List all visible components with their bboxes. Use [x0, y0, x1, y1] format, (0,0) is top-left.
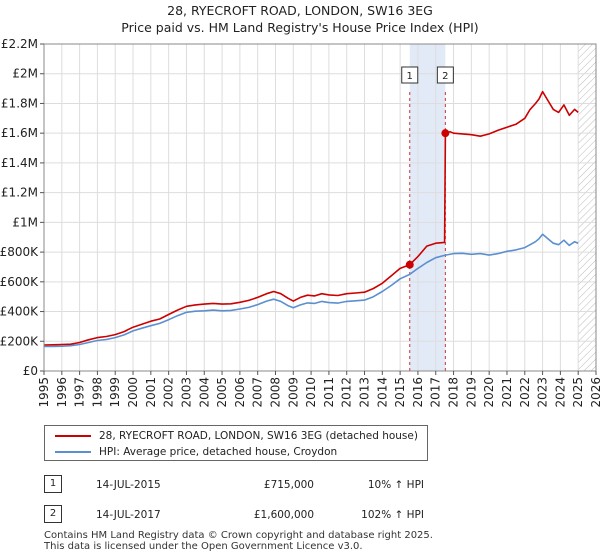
x-tick-label: 2020 — [482, 377, 496, 408]
transaction-marker: 2 — [44, 505, 62, 523]
legend-swatch-property — [55, 435, 91, 437]
y-tick-label: £1.6M — [1, 126, 38, 140]
x-tick-label: 2013 — [358, 377, 372, 408]
x-tick-label: 2008 — [268, 377, 282, 408]
transaction-marker-label: 2 — [442, 71, 448, 82]
plot-background — [44, 44, 596, 371]
x-tick-label: 1999 — [108, 377, 122, 408]
footer-licence: This data is licensed under the Open Gov… — [44, 541, 363, 552]
x-tick-label: 2002 — [162, 377, 176, 408]
transaction-marker: 1 — [44, 475, 62, 493]
y-tick-label: £1M — [12, 215, 38, 229]
x-tick-label: 2006 — [233, 377, 247, 408]
highlight-period — [409, 44, 446, 371]
footer: Contains HM Land Registry data © Crown c… — [44, 530, 433, 552]
x-tick-label: 2011 — [322, 377, 336, 408]
x-tick-label: 1996 — [55, 377, 69, 408]
x-tick-label: 2017 — [429, 377, 443, 408]
x-tick-label: 2026 — [589, 377, 600, 408]
footer-copyright: Contains HM Land Registry data © Crown c… — [44, 530, 433, 541]
y-tick-label: £2M — [12, 67, 38, 81]
x-tick-label: 2009 — [286, 377, 300, 408]
transaction-hpi: 102% ↑ HPI — [361, 509, 424, 521]
transaction-row: 1 14-JUL-2015 £715,000 10% ↑ HPI — [44, 475, 444, 495]
plot-frame — [43, 43, 597, 372]
x-tick-label: 2012 — [340, 377, 354, 408]
x-tick-label: 2025 — [571, 377, 585, 408]
title-text: 28, RYECROFT ROAD, LONDON, SW16 3EG — [167, 3, 433, 18]
x-tick-label: 2022 — [518, 377, 532, 408]
legend-item-hpi: HPI: Average price, detached house, Croy… — [55, 444, 337, 460]
legend-label-property: 28, RYECROFT ROAD, LONDON, SW16 3EG (det… — [99, 430, 418, 442]
legend: 28, RYECROFT ROAD, LONDON, SW16 3EG (det… — [44, 425, 428, 461]
x-tick-label: 2018 — [447, 377, 461, 408]
chart-title: 28, RYECROFT ROAD, LONDON, SW16 3EG Pric… — [0, 2, 600, 36]
forecast-hatch — [578, 44, 596, 371]
x-tick-label: 2004 — [197, 377, 211, 408]
x-tick-label: 2007 — [251, 377, 265, 408]
legend-item-property: 28, RYECROFT ROAD, LONDON, SW16 3EG (det… — [55, 428, 418, 444]
series-line-property — [44, 90, 579, 346]
legend-label-hpi: HPI: Average price, detached house, Croy… — [99, 446, 338, 458]
transaction-price: £715,000 — [263, 479, 314, 491]
x-tick-label: 2019 — [464, 377, 478, 408]
x-tick-label: 2005 — [215, 377, 229, 408]
chart-plot: £0 £200K £400K £600K £800K £1M £1.2M £1.4M £1.6M… — [0, 37, 600, 408]
y-tick-label: £1.2M — [1, 186, 38, 200]
x-tick-label: 2014 — [375, 377, 389, 408]
x-tick-label: 2015 — [393, 377, 407, 408]
y-tick-label: £2.2M — [1, 37, 38, 51]
transaction-hpi: 10% ↑ HPI — [367, 479, 424, 491]
x-tick-label: 1998 — [90, 377, 104, 408]
transaction-marker-box — [436, 66, 454, 84]
y-tick-label: £400K — [0, 305, 39, 319]
y-tick-label: £0 — [23, 364, 38, 378]
series-line-hpi — [44, 233, 579, 348]
y-tick-label: £200K — [0, 334, 39, 348]
transaction-row: 2 14-JUL-2017 £1,600,000 102% ↑ HPI — [44, 505, 444, 525]
x-tick-label: 1997 — [73, 377, 87, 408]
x-tick-label: 2021 — [500, 377, 514, 408]
transaction-point — [441, 129, 450, 138]
legend-swatch-hpi — [55, 451, 91, 453]
transaction-marker-label: 1 — [407, 71, 413, 82]
y-tick-label: £800K — [0, 245, 39, 259]
x-tick-label: 1995 — [37, 377, 51, 408]
x-tick-label: 2001 — [144, 377, 158, 408]
x-tick-label: 2010 — [304, 377, 318, 408]
x-tick-label: 2016 — [411, 377, 425, 408]
subtitle-text: Price paid vs. HM Land Registry's House … — [121, 20, 479, 35]
x-tick-label: 2024 — [553, 377, 567, 408]
y-tick-label: £600K — [0, 275, 39, 289]
x-tick-label: 2023 — [536, 377, 550, 408]
y-tick-label: £1.8M — [1, 96, 38, 110]
x-tick-label: 2003 — [179, 377, 193, 408]
transaction-point — [405, 260, 414, 269]
x-tick-label: 2000 — [126, 377, 140, 408]
y-tick-label: £1.4M — [1, 156, 38, 170]
transaction-date: 14-JUL-2017 — [96, 509, 161, 521]
transaction-price: £1,600,000 — [253, 509, 314, 521]
transaction-marker-box — [401, 66, 419, 84]
transaction-date: 14-JUL-2015 — [96, 479, 161, 491]
